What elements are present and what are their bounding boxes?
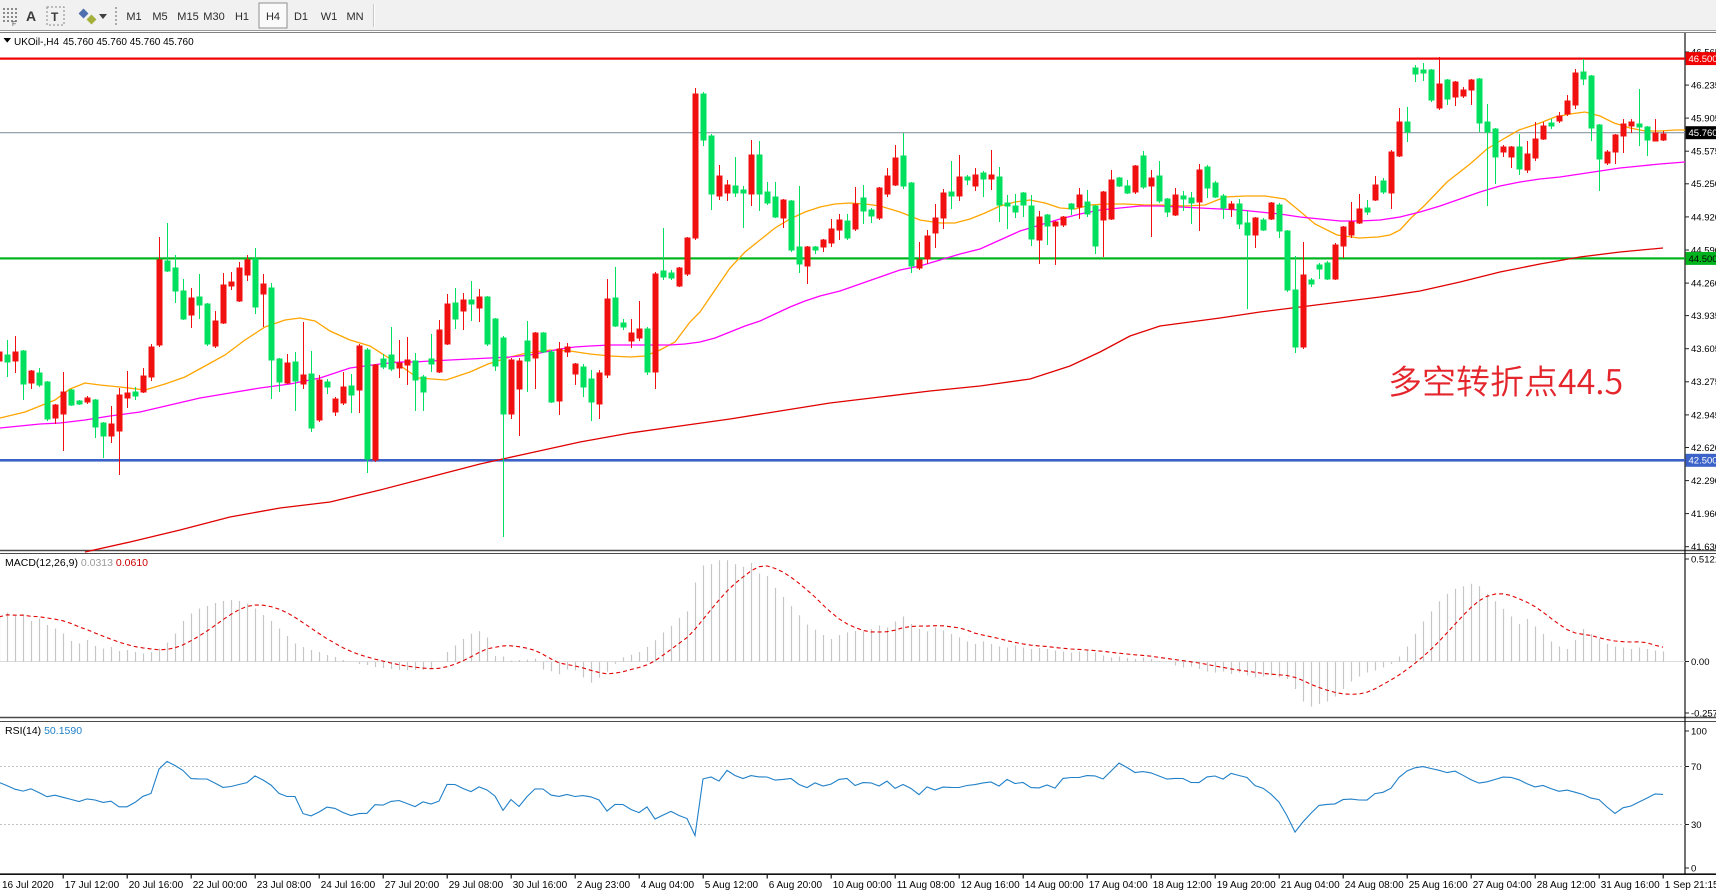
- svg-text:21 Aug 04:00: 21 Aug 04:00: [1281, 880, 1340, 891]
- svg-text:M15: M15: [177, 11, 198, 23]
- svg-text:16 Jul 2020: 16 Jul 2020: [2, 880, 54, 891]
- svg-text:44.260: 44.260: [1691, 279, 1716, 290]
- svg-text:MN: MN: [346, 11, 363, 23]
- svg-text:27 Aug 04:00: 27 Aug 04:00: [1473, 880, 1532, 891]
- svg-text:H1: H1: [235, 11, 249, 23]
- svg-text:42.620: 42.620: [1691, 443, 1716, 454]
- svg-text:46.500: 46.500: [1689, 54, 1716, 65]
- svg-text:44.500: 44.500: [1689, 254, 1716, 265]
- svg-text:0.5121: 0.5121: [1691, 554, 1716, 565]
- svg-text:70: 70: [1691, 762, 1702, 773]
- svg-text:28 Aug 12:00: 28 Aug 12:00: [1537, 880, 1596, 891]
- svg-text:-0.2578: -0.2578: [1691, 708, 1716, 719]
- svg-text:D1: D1: [294, 11, 308, 23]
- svg-text:12 Aug 16:00: 12 Aug 16:00: [961, 880, 1020, 891]
- svg-text:45.760 45.760 45.760 45.760: 45.760 45.760 45.760 45.760: [63, 37, 194, 48]
- svg-text:W1: W1: [321, 11, 338, 23]
- svg-text:M1: M1: [126, 11, 141, 23]
- svg-text:45.760: 45.760: [1689, 128, 1716, 139]
- svg-text:41.630: 41.630: [1691, 542, 1716, 553]
- svg-text:M5: M5: [152, 11, 167, 23]
- svg-text:T: T: [51, 10, 59, 24]
- svg-text:45.905: 45.905: [1691, 114, 1716, 125]
- svg-text:6 Aug 20:00: 6 Aug 20:00: [769, 880, 823, 891]
- svg-text:22 Jul 00:00: 22 Jul 00:00: [193, 880, 248, 891]
- svg-text:23 Jul 08:00: 23 Jul 08:00: [257, 880, 312, 891]
- svg-text:0: 0: [1691, 863, 1696, 874]
- svg-text:A: A: [26, 8, 36, 24]
- svg-text:14 Aug 00:00: 14 Aug 00:00: [1025, 880, 1084, 891]
- svg-text:M30: M30: [203, 11, 224, 23]
- svg-text:43.275: 43.275: [1691, 377, 1716, 388]
- svg-text:27 Jul 20:00: 27 Jul 20:00: [385, 880, 440, 891]
- svg-text:29 Jul 08:00: 29 Jul 08:00: [449, 880, 504, 891]
- svg-text:1 Sep 21:15: 1 Sep 21:15: [1665, 880, 1716, 891]
- svg-text:20 Jul 16:00: 20 Jul 16:00: [129, 880, 184, 891]
- svg-text:31 Aug 16:00: 31 Aug 16:00: [1601, 880, 1660, 891]
- svg-text:46.235: 46.235: [1691, 81, 1716, 92]
- svg-text:2 Aug 23:00: 2 Aug 23:00: [577, 880, 631, 891]
- svg-text:30 Jul 16:00: 30 Jul 16:00: [513, 880, 568, 891]
- svg-text:H4: H4: [266, 11, 280, 23]
- svg-text:25 Aug 16:00: 25 Aug 16:00: [1409, 880, 1468, 891]
- svg-text:24 Aug 08:00: 24 Aug 08:00: [1345, 880, 1404, 891]
- svg-text:MACD(12,26,9) 0.0313 0.0610: MACD(12,26,9) 0.0313 0.0610: [5, 557, 148, 569]
- svg-text:43.935: 43.935: [1691, 311, 1716, 322]
- svg-text:4 Aug 04:00: 4 Aug 04:00: [641, 880, 695, 891]
- svg-text:11 Aug 08:00: 11 Aug 08:00: [897, 880, 956, 891]
- svg-text:5 Aug 12:00: 5 Aug 12:00: [705, 880, 759, 891]
- svg-text:44.590: 44.590: [1691, 245, 1716, 256]
- svg-text:100: 100: [1691, 726, 1707, 737]
- svg-text:17 Jul 12:00: 17 Jul 12:00: [65, 880, 120, 891]
- svg-text:10 Aug 00:00: 10 Aug 00:00: [833, 880, 892, 891]
- svg-text:RSI(14) 50.1590: RSI(14) 50.1590: [5, 725, 82, 737]
- svg-text:18 Aug 12:00: 18 Aug 12:00: [1153, 880, 1212, 891]
- svg-text:19 Aug 20:00: 19 Aug 20:00: [1217, 880, 1276, 891]
- svg-text:24 Jul 16:00: 24 Jul 16:00: [321, 880, 376, 891]
- svg-text:43.605: 43.605: [1691, 344, 1716, 355]
- svg-text:UKOil-,H4: UKOil-,H4: [14, 37, 59, 48]
- svg-text:42.945: 42.945: [1691, 410, 1716, 421]
- svg-text:45.250: 45.250: [1691, 179, 1716, 190]
- svg-text:42.500: 42.500: [1689, 456, 1716, 467]
- svg-text:30: 30: [1691, 820, 1702, 831]
- svg-text:41.960: 41.960: [1691, 509, 1716, 520]
- svg-text:17 Aug 04:00: 17 Aug 04:00: [1089, 880, 1148, 891]
- svg-text:F: F: [12, 21, 16, 28]
- svg-text:0.00: 0.00: [1691, 657, 1710, 668]
- svg-text:45.575: 45.575: [1691, 147, 1716, 158]
- svg-text:44.920: 44.920: [1691, 212, 1716, 223]
- svg-text:42.290: 42.290: [1691, 476, 1716, 487]
